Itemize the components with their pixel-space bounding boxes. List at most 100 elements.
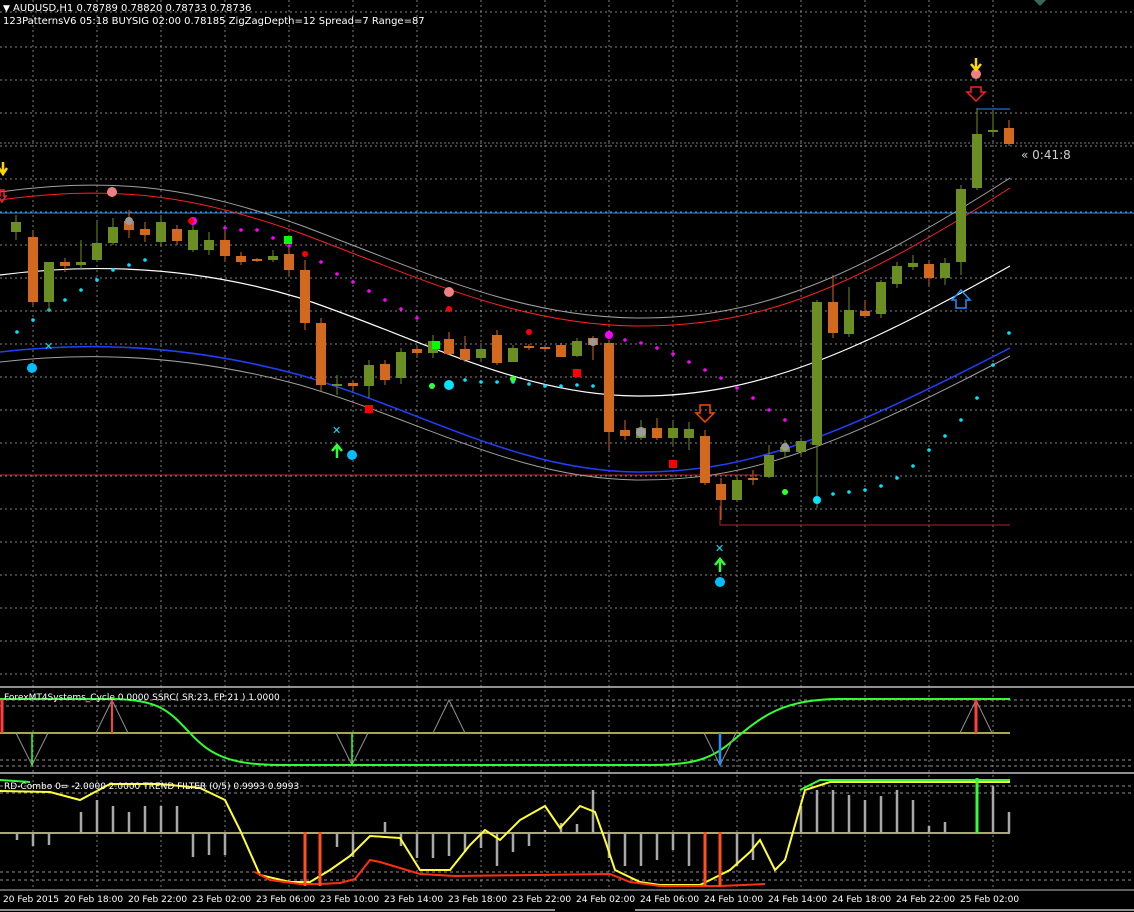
magenta-circle-marker <box>605 331 613 339</box>
signal-arrows <box>0 58 987 572</box>
bear-candle[interactable] <box>460 336 470 362</box>
yellow-down-arrow-icon <box>970 58 982 72</box>
bear-candle[interactable] <box>716 478 726 520</box>
resistance-dot <box>399 307 403 311</box>
support-dot <box>559 384 563 388</box>
bull-candle[interactable] <box>44 262 54 312</box>
bear-candle[interactable] <box>60 258 70 272</box>
red-hollow-down-arrow-icon <box>694 404 716 424</box>
pink-circle-marker <box>971 69 981 79</box>
ssrc-panel[interactable]: ForexMT4Systems_Cycle 0.0000 SSRC( SR:23… <box>0 686 1134 767</box>
bull-candle[interactable] <box>204 232 214 255</box>
rd-combo-panel[interactable]: RD-Combo 0= -2.0000 2.0000 TREND FILTER … <box>0 772 1134 887</box>
grey-circle-marker <box>781 443 789 451</box>
bear-candle[interactable] <box>28 230 38 305</box>
resistance-dot <box>719 376 723 380</box>
support-dot <box>831 492 835 496</box>
grey-circle-marker <box>589 338 597 346</box>
candles[interactable] <box>11 108 1014 520</box>
price-levels <box>0 108 1134 526</box>
bull-candle[interactable] <box>972 108 982 190</box>
support-dot <box>975 396 979 400</box>
time-axis-label: 23 Feb 02:00 <box>192 895 251 905</box>
bull-candle[interactable] <box>156 215 166 245</box>
bull-candle[interactable] <box>764 445 774 478</box>
bull-candle[interactable] <box>684 422 694 450</box>
bear-candle[interactable] <box>924 262 934 285</box>
bull-candle[interactable] <box>188 222 198 252</box>
bull-candle[interactable] <box>908 255 918 270</box>
chart-header-caret: ▼ <box>3 4 10 14</box>
bull-candle[interactable] <box>668 420 678 445</box>
bull-candle[interactable] <box>332 375 342 395</box>
bull-candle[interactable] <box>508 345 518 362</box>
support-dot <box>543 384 547 388</box>
bear-candle[interactable] <box>284 248 294 275</box>
time-axis-label: 24 Feb 14:00 <box>768 895 827 905</box>
bear-candle[interactable] <box>172 225 182 245</box>
bear-candle[interactable] <box>620 420 630 440</box>
support-dot <box>63 298 67 302</box>
bear-candle[interactable] <box>412 346 422 358</box>
bear-candle[interactable] <box>300 260 310 330</box>
bear-candle[interactable] <box>828 275 838 338</box>
bull-candle[interactable] <box>988 112 998 135</box>
resistance-dot <box>655 346 659 350</box>
bear-candle[interactable] <box>380 360 390 385</box>
bull-candle[interactable] <box>92 222 102 262</box>
cyan-circle-marker <box>27 363 37 373</box>
time-axis-label: 23 Feb 10:00 <box>320 895 379 905</box>
bear-candle[interactable] <box>220 232 230 262</box>
bear-candle[interactable] <box>748 470 758 485</box>
time-axis-label: 23 Feb 06:00 <box>256 895 315 905</box>
support-dot <box>943 434 947 438</box>
bull-candle[interactable] <box>956 185 966 275</box>
bear-candle[interactable] <box>860 300 870 318</box>
green-square-marker <box>284 236 292 244</box>
bull-candle[interactable] <box>396 348 406 384</box>
bull-candle[interactable] <box>268 250 278 262</box>
bear-candle[interactable] <box>492 330 502 365</box>
bull-candle[interactable] <box>572 338 582 357</box>
bear-candle[interactable] <box>140 222 150 242</box>
bear-candle[interactable] <box>316 318 326 392</box>
resistance-dot <box>735 386 739 390</box>
green-square-marker <box>432 341 440 349</box>
signal-markers: ✕ ✕ ✕ <box>27 69 981 587</box>
chart-header: ▼ AUDUSD,H1 0.78789 0.78820 0.78733 0.78… <box>3 3 425 27</box>
bear-candle[interactable] <box>556 343 566 357</box>
bear-candle[interactable] <box>348 380 358 390</box>
time-axis-label: 20 Feb 22:00 <box>128 895 187 905</box>
bull-candle[interactable] <box>940 258 950 285</box>
bull-candle[interactable] <box>108 218 118 245</box>
bull-candle[interactable] <box>364 360 374 398</box>
bull-candle[interactable] <box>796 438 806 456</box>
bull-candle[interactable] <box>732 475 742 502</box>
cyan-circle-marker <box>813 496 821 504</box>
bear-candle[interactable] <box>540 346 550 350</box>
rd-green-line <box>799 779 1010 791</box>
bear-candle[interactable] <box>1004 120 1014 146</box>
bear-candle[interactable] <box>700 430 710 485</box>
resistance-dot <box>335 272 339 276</box>
bull-candle[interactable] <box>476 346 486 362</box>
bull-candle[interactable] <box>11 215 21 240</box>
bear-candle[interactable] <box>236 252 246 265</box>
bull-candle[interactable] <box>76 240 86 270</box>
bull-candle[interactable] <box>892 262 902 288</box>
resistance-dot <box>255 228 259 232</box>
bull-candle[interactable] <box>812 300 822 508</box>
ssrc-panel-label: ForexMT4Systems_Cycle 0.0000 SSRC( SR:23… <box>4 693 280 703</box>
bear-candle[interactable] <box>524 344 534 350</box>
cyan-circle-marker <box>715 577 725 587</box>
support-dot <box>911 464 915 468</box>
bear-candle[interactable] <box>652 418 662 440</box>
green-up-arrow-icon <box>331 443 343 458</box>
bull-candle[interactable] <box>844 287 854 337</box>
corner-diamond-icon <box>1034 0 1046 6</box>
bear-candle[interactable] <box>444 332 454 355</box>
bear-candle[interactable] <box>604 340 614 450</box>
bear-candle[interactable] <box>252 258 262 262</box>
bull-candle[interactable] <box>876 280 886 318</box>
